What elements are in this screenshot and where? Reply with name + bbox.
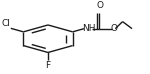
Text: O: O (110, 24, 117, 33)
Text: NH: NH (82, 24, 96, 33)
Text: F: F (45, 61, 51, 70)
Text: O: O (97, 1, 104, 10)
Text: Cl: Cl (1, 19, 10, 28)
